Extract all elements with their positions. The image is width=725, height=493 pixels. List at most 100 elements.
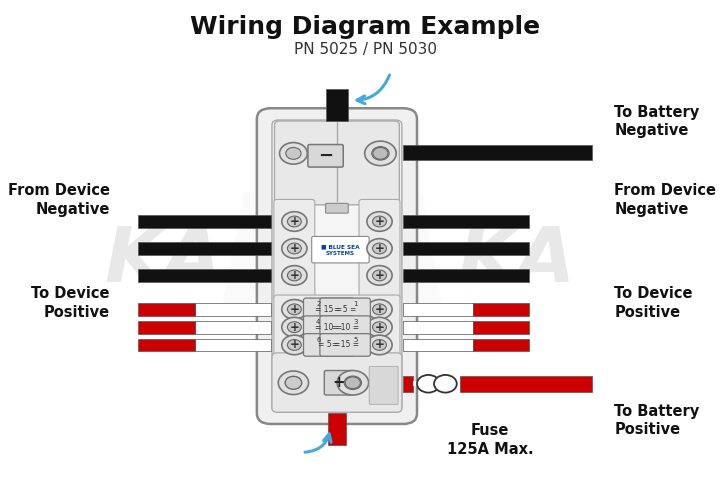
FancyBboxPatch shape bbox=[312, 237, 369, 263]
Text: +: + bbox=[333, 375, 345, 390]
Text: +: + bbox=[289, 242, 299, 255]
Text: +: + bbox=[375, 320, 384, 334]
Bar bbox=[138, 321, 195, 333]
Text: = 15 =: = 15 = bbox=[331, 341, 359, 350]
Bar bbox=[403, 242, 529, 255]
Bar bbox=[195, 321, 270, 333]
Circle shape bbox=[287, 340, 302, 351]
Circle shape bbox=[373, 147, 388, 159]
Bar bbox=[138, 269, 270, 282]
Circle shape bbox=[282, 300, 307, 319]
Circle shape bbox=[285, 377, 302, 389]
Text: +: + bbox=[289, 320, 299, 334]
Bar bbox=[138, 339, 195, 352]
Circle shape bbox=[282, 266, 307, 285]
FancyBboxPatch shape bbox=[272, 353, 402, 412]
Circle shape bbox=[287, 216, 302, 227]
Circle shape bbox=[344, 376, 362, 389]
Circle shape bbox=[372, 146, 389, 160]
FancyBboxPatch shape bbox=[320, 316, 370, 338]
Bar bbox=[138, 242, 270, 255]
Text: +: + bbox=[289, 269, 299, 282]
Circle shape bbox=[367, 211, 392, 231]
Circle shape bbox=[373, 322, 386, 333]
Text: = 5 =: = 5 = bbox=[318, 341, 340, 350]
Bar bbox=[473, 321, 529, 333]
Text: +: + bbox=[289, 215, 299, 228]
FancyBboxPatch shape bbox=[369, 366, 398, 404]
Circle shape bbox=[282, 317, 307, 337]
Bar bbox=[328, 413, 346, 445]
Text: ■ BLUE SEA: ■ BLUE SEA bbox=[321, 244, 360, 249]
Text: To Battery
Negative: To Battery Negative bbox=[614, 105, 700, 139]
Text: To Device
Positive: To Device Positive bbox=[614, 286, 693, 319]
FancyBboxPatch shape bbox=[274, 200, 315, 300]
Bar bbox=[403, 303, 473, 316]
Text: PN 5025 / PN 5030: PN 5025 / PN 5030 bbox=[294, 41, 436, 57]
Text: SYSTEMS: SYSTEMS bbox=[326, 250, 355, 255]
FancyArrowPatch shape bbox=[305, 434, 331, 452]
Text: = 10 =: = 10 = bbox=[331, 322, 359, 332]
Circle shape bbox=[373, 243, 386, 254]
Circle shape bbox=[373, 216, 386, 227]
Bar bbox=[473, 339, 529, 352]
FancyBboxPatch shape bbox=[275, 121, 399, 205]
Bar bbox=[403, 269, 529, 282]
Bar bbox=[403, 144, 592, 160]
Text: +: + bbox=[375, 242, 384, 255]
Circle shape bbox=[285, 376, 302, 389]
Text: 4: 4 bbox=[316, 319, 320, 325]
Text: +: + bbox=[375, 269, 384, 282]
Circle shape bbox=[287, 304, 302, 315]
FancyBboxPatch shape bbox=[326, 203, 348, 213]
FancyBboxPatch shape bbox=[272, 120, 402, 412]
Circle shape bbox=[367, 335, 392, 355]
Text: 5: 5 bbox=[353, 337, 357, 343]
Bar bbox=[403, 321, 473, 333]
FancyBboxPatch shape bbox=[304, 316, 354, 338]
Text: To Device
Positive: To Device Positive bbox=[31, 286, 110, 319]
Circle shape bbox=[282, 211, 307, 231]
Circle shape bbox=[337, 371, 368, 395]
Bar bbox=[326, 89, 348, 120]
FancyBboxPatch shape bbox=[320, 334, 370, 356]
FancyBboxPatch shape bbox=[304, 334, 354, 356]
Circle shape bbox=[373, 270, 386, 281]
Text: +: + bbox=[375, 338, 384, 352]
Circle shape bbox=[278, 371, 309, 394]
Text: +: + bbox=[289, 303, 299, 316]
Bar bbox=[138, 215, 270, 228]
Text: From Device
Negative: From Device Negative bbox=[8, 183, 110, 217]
Text: 6: 6 bbox=[316, 337, 320, 343]
Text: 1: 1 bbox=[353, 301, 358, 307]
FancyBboxPatch shape bbox=[274, 295, 400, 359]
Text: +: + bbox=[289, 338, 299, 352]
FancyBboxPatch shape bbox=[257, 108, 417, 424]
Circle shape bbox=[282, 335, 307, 355]
Bar bbox=[403, 215, 529, 228]
FancyArrowPatch shape bbox=[357, 75, 389, 104]
Text: = 10 =: = 10 = bbox=[315, 322, 342, 332]
Bar bbox=[460, 376, 592, 391]
Circle shape bbox=[345, 377, 360, 388]
Circle shape bbox=[367, 239, 392, 258]
Bar bbox=[403, 339, 473, 352]
Bar bbox=[473, 303, 529, 316]
FancyBboxPatch shape bbox=[308, 144, 343, 167]
Circle shape bbox=[373, 340, 386, 351]
Text: 2: 2 bbox=[316, 301, 320, 307]
Circle shape bbox=[282, 239, 307, 258]
Text: = 15 =: = 15 = bbox=[315, 305, 342, 314]
Text: 3: 3 bbox=[353, 319, 358, 325]
FancyBboxPatch shape bbox=[304, 298, 354, 320]
Bar bbox=[195, 339, 270, 352]
Text: = 5 =: = 5 = bbox=[334, 305, 356, 314]
Bar bbox=[413, 381, 420, 386]
Text: +: + bbox=[375, 215, 384, 228]
Text: To Battery
Positive: To Battery Positive bbox=[614, 404, 700, 437]
Text: KA: KA bbox=[457, 224, 576, 298]
Circle shape bbox=[417, 375, 440, 392]
Bar bbox=[138, 303, 195, 316]
Text: Wiring Diagram Example: Wiring Diagram Example bbox=[190, 15, 540, 39]
Circle shape bbox=[373, 304, 386, 315]
